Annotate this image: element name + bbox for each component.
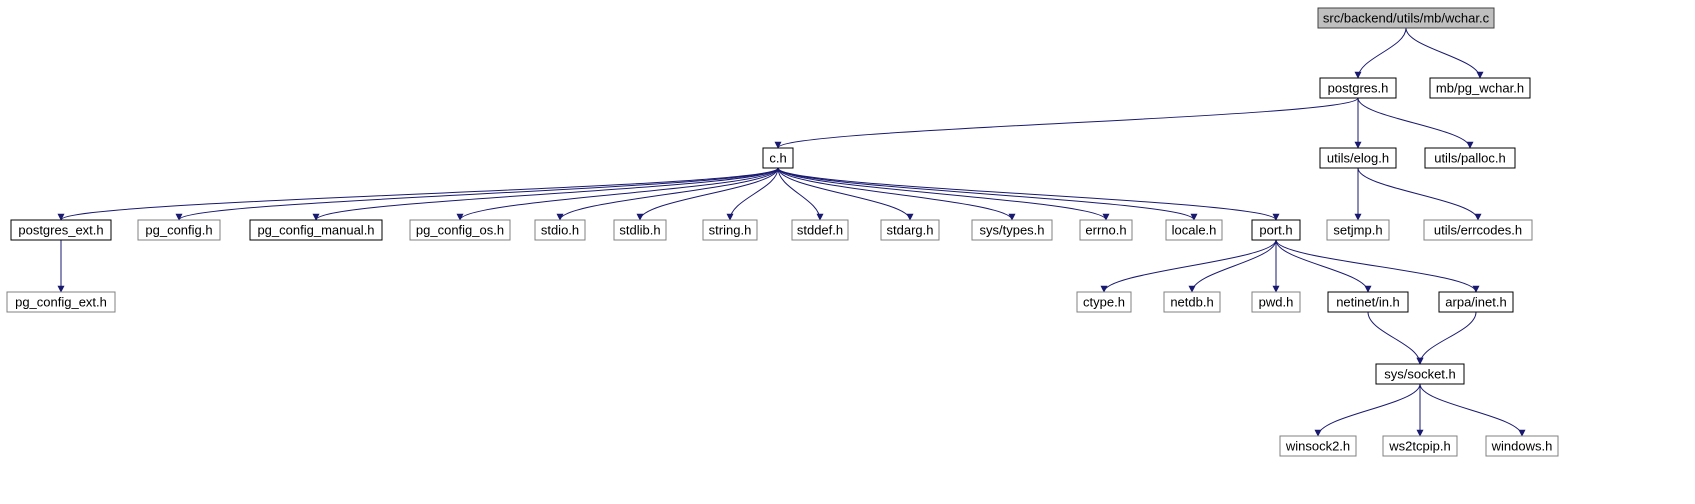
- node-label: stddef.h: [797, 222, 843, 237]
- edge-sys_socket-to-winsock2: [1318, 384, 1420, 436]
- node-stddef[interactable]: stddef.h: [792, 220, 848, 240]
- node-sys_socket[interactable]: sys/socket.h: [1376, 364, 1464, 384]
- edge-c-to-sys_types: [778, 168, 1012, 220]
- node-pg_config[interactable]: pg_config.h: [138, 220, 220, 240]
- node-label: stdlib.h: [619, 222, 660, 237]
- node-palloc[interactable]: utils/palloc.h: [1425, 148, 1515, 168]
- node-stdlib[interactable]: stdlib.h: [614, 220, 666, 240]
- edge-postgres-to-palloc: [1358, 98, 1470, 148]
- node-label: c.h: [769, 150, 786, 165]
- node-elog[interactable]: utils/elog.h: [1320, 148, 1396, 168]
- node-label: pg_config.h: [145, 222, 212, 237]
- node-label: windows.h: [1491, 438, 1553, 453]
- edge-root-to-pg_wchar: [1406, 28, 1480, 78]
- edge-c-to-pg_config_os: [460, 168, 778, 220]
- node-label: winsock2.h: [1285, 438, 1350, 453]
- node-arpa_inet[interactable]: arpa/inet.h: [1439, 292, 1513, 312]
- node-setjmp[interactable]: setjmp.h: [1327, 220, 1389, 240]
- node-ctype[interactable]: ctype.h: [1077, 292, 1131, 312]
- node-stdio[interactable]: stdio.h: [535, 220, 585, 240]
- node-label: src/backend/utils/mb/wchar.c: [1323, 10, 1490, 25]
- edge-c-to-errno: [778, 168, 1106, 220]
- node-winsock2[interactable]: winsock2.h: [1280, 436, 1356, 456]
- edge-c-to-pg_config: [179, 168, 778, 220]
- node-errno[interactable]: errno.h: [1080, 220, 1132, 240]
- node-label: pg_config_ext.h: [15, 294, 107, 309]
- edge-port-to-arpa_inet: [1276, 240, 1476, 292]
- node-label: netinet/in.h: [1336, 294, 1400, 309]
- node-label: ctype.h: [1083, 294, 1125, 309]
- node-label: errno.h: [1085, 222, 1126, 237]
- node-label: netdb.h: [1170, 294, 1213, 309]
- node-c[interactable]: c.h: [763, 148, 793, 168]
- node-pg_config_os[interactable]: pg_config_os.h: [410, 220, 510, 240]
- node-label: mb/pg_wchar.h: [1436, 80, 1524, 95]
- node-pg_config_ext[interactable]: pg_config_ext.h: [7, 292, 115, 312]
- edge-c-to-locale: [778, 168, 1194, 220]
- node-label: pg_config_os.h: [416, 222, 504, 237]
- edge-sys_socket-to-windows: [1420, 384, 1522, 436]
- node-locale[interactable]: locale.h: [1166, 220, 1222, 240]
- node-pwd[interactable]: pwd.h: [1252, 292, 1300, 312]
- node-label: pwd.h: [1259, 294, 1294, 309]
- node-label: sys/types.h: [979, 222, 1044, 237]
- dependency-graph: src/backend/utils/mb/wchar.c postgres.h mb…: [0, 0, 1695, 504]
- node-postgres[interactable]: postgres.h: [1320, 78, 1396, 98]
- edge-netinet_in-to-sys_socket: [1368, 312, 1420, 364]
- node-label: setjmp.h: [1333, 222, 1382, 237]
- edge-arpa_inet-to-sys_socket: [1420, 312, 1476, 364]
- edge-port-to-netinet_in: [1276, 240, 1368, 292]
- node-windows[interactable]: windows.h: [1486, 436, 1558, 456]
- node-netdb[interactable]: netdb.h: [1164, 292, 1220, 312]
- node-label: locale.h: [1172, 222, 1217, 237]
- edge-port-to-ctype: [1104, 240, 1276, 292]
- edge-elog-to-errcodes: [1358, 168, 1478, 220]
- node-pg_wchar[interactable]: mb/pg_wchar.h: [1430, 78, 1530, 98]
- node-label: ws2tcpip.h: [1388, 438, 1450, 453]
- node-label: utils/elog.h: [1327, 150, 1389, 165]
- node-label: pg_config_manual.h: [257, 222, 374, 237]
- node-ws2tcpip[interactable]: ws2tcpip.h: [1383, 436, 1457, 456]
- node-errcodes[interactable]: utils/errcodes.h: [1424, 220, 1532, 240]
- edge-root-to-postgres: [1358, 28, 1406, 78]
- node-netinet_in[interactable]: netinet/in.h: [1328, 292, 1408, 312]
- node-label: postgres.h: [1328, 80, 1389, 95]
- node-postgres_ext[interactable]: postgres_ext.h: [11, 220, 111, 240]
- node-port[interactable]: port.h: [1252, 220, 1300, 240]
- node-string[interactable]: string.h: [703, 220, 757, 240]
- node-label: string.h: [709, 222, 752, 237]
- node-root[interactable]: src/backend/utils/mb/wchar.c: [1318, 8, 1494, 28]
- node-sys_types[interactable]: sys/types.h: [972, 220, 1052, 240]
- node-label: stdarg.h: [887, 222, 934, 237]
- edge-port-to-netdb: [1192, 240, 1276, 292]
- node-label: sys/socket.h: [1384, 366, 1456, 381]
- node-label: stdio.h: [541, 222, 579, 237]
- node-label: arpa/inet.h: [1445, 294, 1506, 309]
- nodes-layer: src/backend/utils/mb/wchar.c postgres.h mb…: [7, 8, 1558, 456]
- node-pg_config_manual[interactable]: pg_config_manual.h: [250, 220, 382, 240]
- node-label: postgres_ext.h: [18, 222, 103, 237]
- node-stdarg[interactable]: stdarg.h: [881, 220, 939, 240]
- node-label: port.h: [1259, 222, 1292, 237]
- edge-postgres-to-c: [778, 98, 1358, 148]
- node-label: utils/palloc.h: [1434, 150, 1506, 165]
- node-label: utils/errcodes.h: [1434, 222, 1522, 237]
- edge-c-to-port: [778, 168, 1276, 220]
